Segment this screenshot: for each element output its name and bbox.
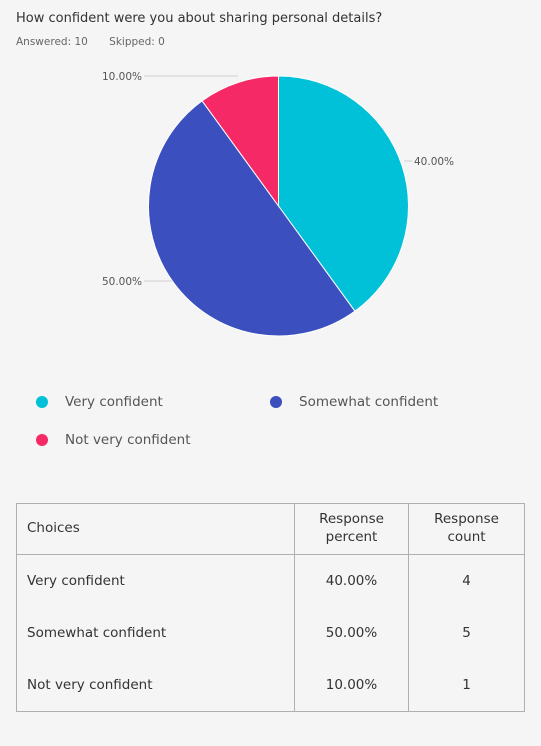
answered-count: Answered: 10 [16, 36, 88, 48]
legend-swatch-very-confident [36, 396, 48, 408]
pie-slice-somewhat-confident[interactable] [148, 100, 356, 337]
row-choice: Not very confident [16, 659, 295, 712]
data-label-not-very-confident: 10.00% [102, 71, 142, 83]
pie-chart: 40.00% 50.00% 10.00% [102, 71, 454, 337]
question-title: How confident were you about sharing per… [16, 11, 383, 26]
table-row: Somewhat confident 50.00% 5 [16, 607, 525, 659]
legend-item-somewhat-confident[interactable]: Somewhat confident [270, 394, 438, 410]
row-count: 1 [408, 659, 525, 712]
row-percent: 10.00% [294, 659, 409, 712]
legend-label-somewhat-confident: Somewhat confident [299, 394, 439, 410]
row-choice: Somewhat confident [16, 607, 295, 659]
legend-swatch-not-very-confident [36, 434, 48, 446]
row-percent: 50.00% [294, 607, 409, 659]
header-response-percent: Response percent [294, 503, 409, 555]
row-choice: Very confident [16, 554, 295, 607]
table-row: Very confident 40.00% 4 [16, 554, 525, 607]
data-label-very-confident: 40.00% [414, 156, 454, 168]
header-response-count: Response count [408, 503, 525, 555]
legend-label-very-confident: Very confident [65, 394, 163, 410]
pie-slice-not-very-confident[interactable] [201, 75, 279, 208]
table-row: Not very confident 10.00% 1 [16, 659, 525, 712]
data-label-somewhat-confident: 50.00% [102, 276, 142, 288]
legend-label-not-very-confident: Not very confident [65, 432, 191, 448]
legend-swatch-somewhat-confident [270, 396, 282, 408]
pie-slice-very-confident[interactable] [278, 75, 409, 312]
response-stats: Answered: 10 Skipped: 0 [16, 36, 165, 48]
row-count: 4 [408, 554, 525, 607]
legend-item-very-confident[interactable]: Very confident [36, 394, 163, 410]
row-count: 5 [408, 607, 525, 659]
row-percent: 40.00% [294, 554, 409, 607]
skipped-count: Skipped: 0 [109, 36, 165, 48]
table-header-row: Choices Response percent Response count [16, 503, 525, 555]
legend-item-not-very-confident[interactable]: Not very confident [36, 432, 191, 448]
results-table: Choices Response percent Response count … [16, 503, 525, 712]
header-choices: Choices [16, 503, 295, 555]
